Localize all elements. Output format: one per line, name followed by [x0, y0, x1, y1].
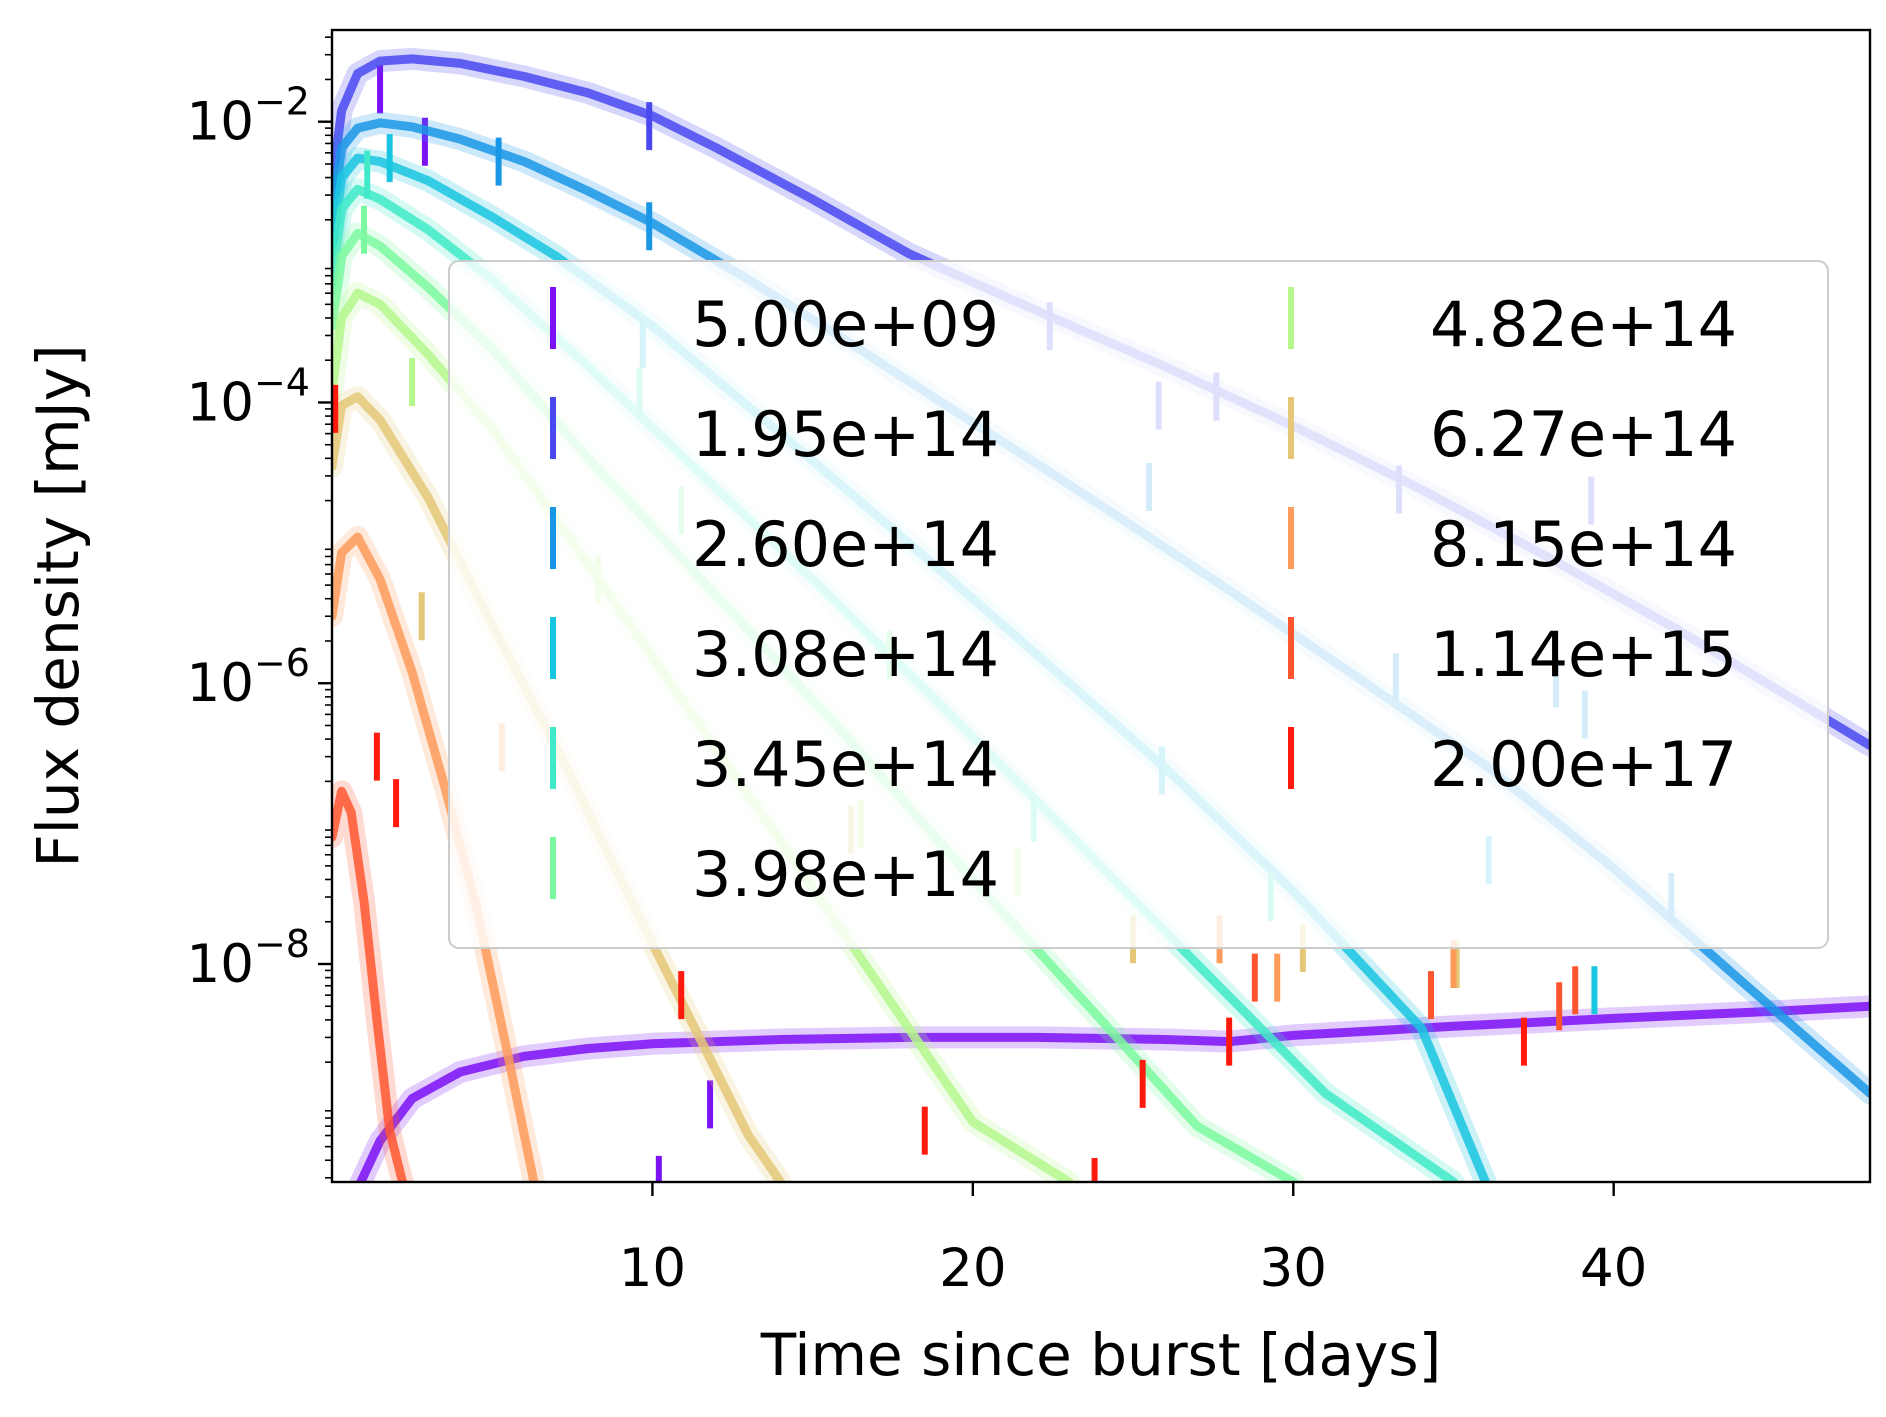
x-tick-label-20: 20 — [939, 1238, 1006, 1299]
legend-label-1.14e+15: 1.14e+15 — [1430, 618, 1737, 691]
x-tick-label-40: 40 — [1580, 1238, 1647, 1299]
legend-label-4.82e+14: 4.82e+14 — [1430, 288, 1737, 361]
series-5.00e+09 — [349, 65, 1870, 1182]
legend-label-2.60e+14: 2.60e+14 — [692, 508, 999, 581]
legend-label-1.95e+14: 1.95e+14 — [692, 398, 999, 471]
y-tick-label-3: 10−2 — [187, 80, 310, 153]
legend: 5.00e+09 1.95e+14 2.60e+14 3.08e+14 3.45e+14… — [448, 260, 1829, 949]
y-tick-label-1: 10−6 — [187, 641, 310, 714]
legend-label-5.00e+09: 5.00e+09 — [692, 288, 999, 361]
legend-frame — [448, 260, 1829, 949]
legend-label-3.45e+14: 3.45e+14 — [692, 728, 999, 801]
y-axis-label: Flux density [mJy] — [24, 344, 92, 867]
legend-label-6.27e+14: 6.27e+14 — [1430, 398, 1737, 471]
legend-label-8.15e+14: 8.15e+14 — [1430, 508, 1737, 581]
y-axis: 10−8 10−6 10−4 10−2 — [187, 36, 332, 1179]
x-axis: 10 20 30 40 — [619, 1182, 1647, 1299]
plot-frame — [330, 28, 1872, 1184]
y-tick-label-0: 10−8 — [187, 922, 310, 995]
legend-label-2.00e+17: 2.00e+17 — [1430, 728, 1737, 801]
series-1.14e+15 — [332, 780, 1579, 1182]
series-2.00e+17 — [332, 384, 1527, 1182]
x-axis-label: Time since burst [days] — [760, 1321, 1441, 1389]
legend-label-3.98e+14: 3.98e+14 — [692, 838, 999, 911]
y-tick-label-2: 10−4 — [187, 360, 310, 433]
legend-label-3.08e+14: 3.08e+14 — [692, 618, 999, 691]
model-curve-1.14e+15 — [332, 786, 407, 1182]
x-tick-label-10: 10 — [619, 1238, 686, 1299]
model-curve-5.00e+09 — [356, 1001, 1870, 1182]
x-tick-label-30: 30 — [1260, 1238, 1327, 1299]
model-curve-8.15e+14 — [332, 532, 539, 1182]
